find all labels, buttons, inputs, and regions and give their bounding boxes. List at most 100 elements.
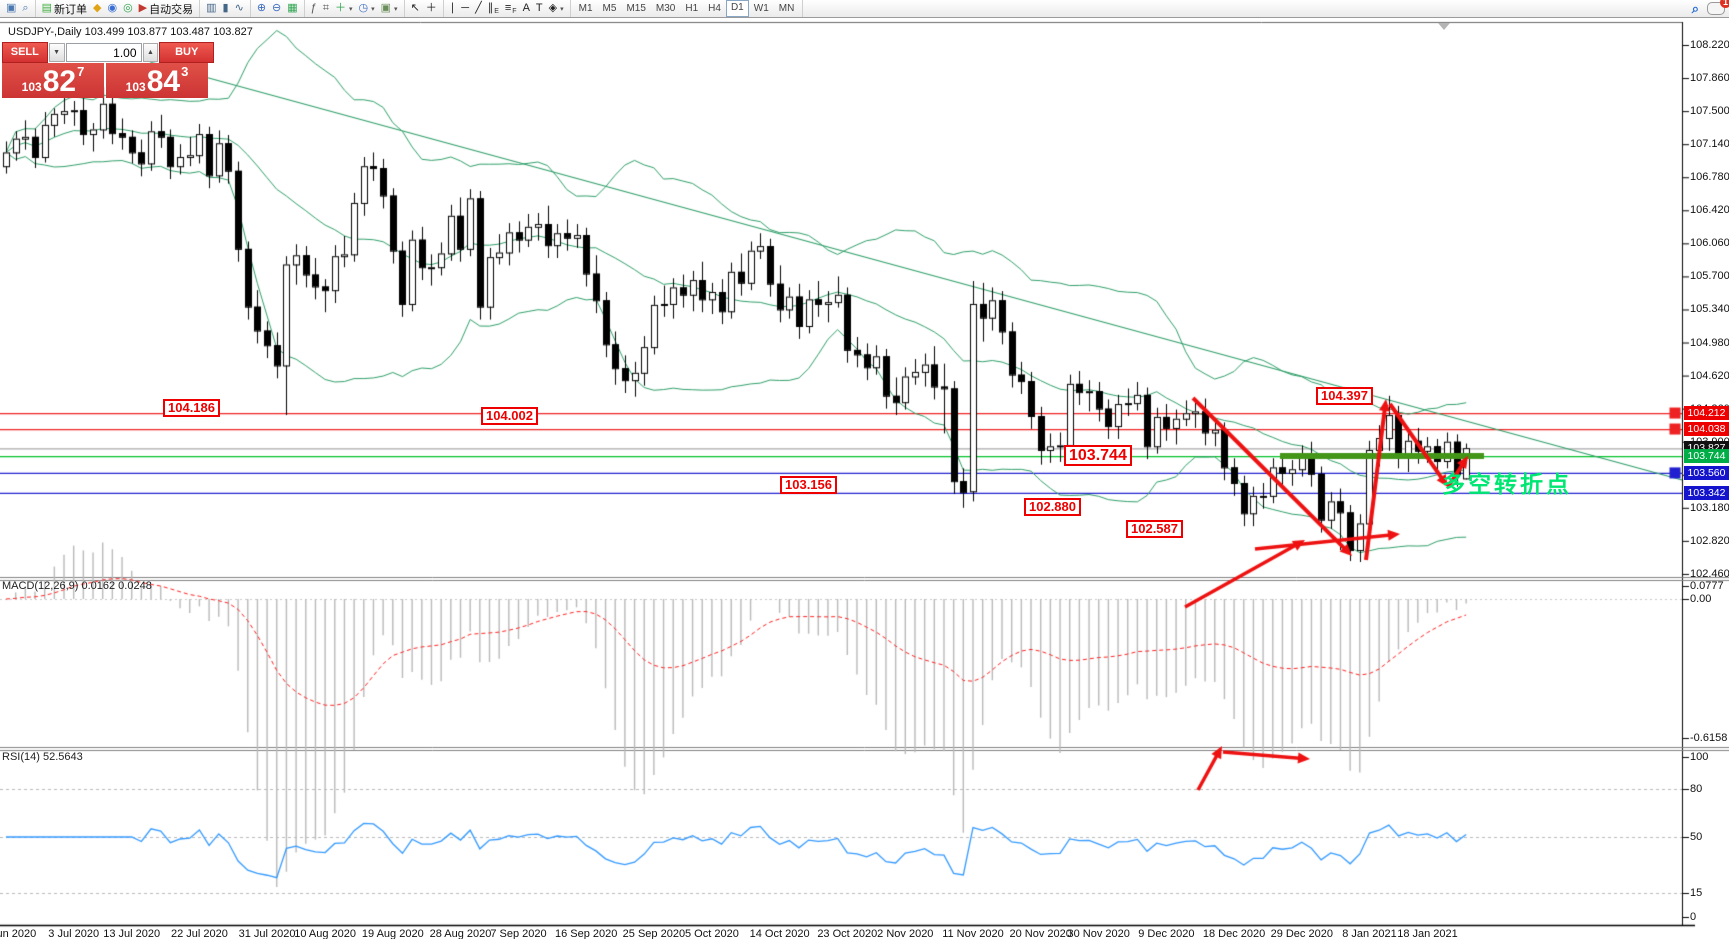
- periods-clock-icon-caret[interactable]: ▾: [371, 5, 375, 13]
- rsi-axis-label: 50: [1690, 831, 1703, 843]
- periods-clock-icon[interactable]: ◷ ▾: [356, 1, 378, 16]
- date-axis-label: 31 Jul 2020: [238, 928, 296, 939]
- volume-down-button[interactable]: ▼: [48, 43, 65, 62]
- fibonacci-icon: ≡: [504, 2, 512, 14]
- trade-group: ▤ 新订单 ◆ ◉ ◎ ▶ 自动交易: [36, 0, 201, 17]
- horizontal-line-icon: ─: [461, 2, 470, 14]
- scroll-to-end-icon[interactable]: [1438, 23, 1450, 30]
- price-axis-label: 107.860: [1690, 72, 1729, 85]
- cursor-icon[interactable]: ↖: [408, 1, 423, 16]
- timeframe-h1-button[interactable]: H1: [685, 3, 699, 14]
- text-icon[interactable]: A: [520, 1, 533, 16]
- alerts-icon[interactable]: ◆: [90, 1, 104, 16]
- cursor-group: ↖ ＋: [405, 0, 444, 17]
- indicator-window-icon[interactable]: ⌗: [320, 1, 332, 16]
- date-axis-label: 13 Jul 2020: [103, 928, 161, 939]
- one-click-trading-panel: SELL ▼ ▲ BUY 103 82 7 103 84 3: [2, 42, 214, 98]
- rsi-axis-label: 80: [1690, 783, 1703, 795]
- autotrade-button[interactable]: ▶ 自动交易: [136, 1, 196, 16]
- new-order-button[interactable]: ▤ 新订单: [39, 1, 90, 16]
- vertical-line-icon[interactable]: ∣: [447, 1, 459, 16]
- add-indicator-icon: ＋: [335, 2, 346, 14]
- tile-windows-icon[interactable]: ▦: [284, 1, 300, 16]
- timeframe-h4-button[interactable]: H4: [708, 3, 721, 14]
- buy-button[interactable]: BUY: [159, 42, 214, 63]
- price-annotation-104.397: 104.397: [1316, 387, 1373, 405]
- price-axis-label: 106.420: [1690, 204, 1729, 217]
- price-axis-label: 107.140: [1690, 138, 1729, 151]
- notification-badge: 1: [1719, 0, 1729, 8]
- text-label-icon[interactable]: T: [533, 1, 546, 16]
- date-axis-label: 23 Oct 2020: [817, 928, 878, 939]
- indicator-group: ƒ ⌗ ＋ ▾ ◷ ▾ ▣ ▾: [305, 0, 405, 17]
- date-axis-label: 11 Nov 2020: [942, 928, 1004, 939]
- notifications-icon[interactable]: 1: [1707, 0, 1729, 15]
- new-order-button: ▤: [41, 2, 52, 14]
- date-axis-label: 29 Dec 2020: [1270, 928, 1333, 939]
- price-axis-label: 105.340: [1690, 303, 1729, 316]
- line-chart-icon[interactable]: ∿: [232, 1, 247, 16]
- signals-icon[interactable]: ◎: [120, 1, 136, 16]
- price-annotation-102.880: 102.880: [1024, 498, 1081, 516]
- timeframe-m1-button[interactable]: M1: [578, 3, 593, 14]
- timeframe-m15-button[interactable]: M15: [626, 3, 646, 14]
- zoom-window-icon[interactable]: ⌕: [19, 1, 31, 16]
- templates-icon-caret[interactable]: ▾: [394, 5, 398, 13]
- date-axis-label: 7 Sep 2020: [490, 928, 547, 939]
- price-axis-label: 105.700: [1690, 270, 1729, 283]
- trendline-icon[interactable]: ╱: [472, 1, 485, 16]
- price-axis-label: 106.780: [1690, 171, 1729, 184]
- channel-icon-sub: E: [494, 7, 499, 15]
- price-tag-103.744: 103.744: [1684, 449, 1729, 464]
- templates-icon: ▣: [380, 2, 392, 14]
- price-annotation-103.744: 103.744: [1064, 445, 1132, 466]
- timeframe-m5-button[interactable]: M5: [602, 3, 617, 14]
- timeframe-w1-button[interactable]: W1: [753, 3, 769, 14]
- sell-price-handle: 103: [21, 80, 42, 94]
- volume-input[interactable]: [65, 43, 142, 62]
- macd-axis-label: 0.00: [1690, 593, 1712, 605]
- search-icon[interactable]: ⌕: [1691, 0, 1699, 16]
- macd-axis-label: 0.0777: [1690, 580, 1724, 592]
- zoom-out-icon[interactable]: ⊖: [269, 1, 284, 16]
- indicators-icon[interactable]: ƒ: [308, 1, 320, 16]
- price-axis-label: 104.980: [1690, 336, 1729, 349]
- buy-price-display[interactable]: 103 84 3: [106, 63, 208, 98]
- window-group: ▣ ⌕: [0, 0, 36, 17]
- horizontal-line-icon[interactable]: ─: [458, 1, 472, 16]
- crosshair-icon[interactable]: ＋: [423, 1, 440, 16]
- sell-button[interactable]: SELL: [2, 42, 48, 63]
- date-axis-label: 5 Oct 2020: [684, 928, 739, 939]
- bar-chart-icon[interactable]: ▥: [203, 1, 219, 16]
- shapes-icon-caret[interactable]: ▾: [560, 5, 564, 13]
- zoom-in-icon[interactable]: ⊕: [254, 1, 269, 16]
- timeframe-mn-button[interactable]: MN: [778, 3, 795, 14]
- sell-price-display[interactable]: 103 82 7: [2, 63, 104, 98]
- signals-icon: ◎: [123, 2, 133, 14]
- channel-icon[interactable]: ∥ E: [485, 1, 502, 16]
- volume-up-button[interactable]: ▲: [142, 43, 159, 62]
- timeframe-m30-button[interactable]: M30: [655, 3, 676, 14]
- date-axis-label: 16 Sep 2020: [554, 928, 618, 939]
- candle-chart-icon[interactable]: ▮: [220, 1, 232, 16]
- bull-bear-turning-point-note: 多空转折点: [1442, 471, 1572, 497]
- charts-window-icon: ▣: [6, 2, 17, 14]
- rsi-axis-label: 15: [1690, 887, 1703, 899]
- buy-price-main: 84: [146, 65, 181, 98]
- vertical-line-icon: ∣: [449, 2, 456, 14]
- shapes-icon[interactable]: ◈ ▾: [546, 1, 567, 16]
- market-icon[interactable]: ◉: [104, 1, 120, 16]
- add-indicator-icon-caret[interactable]: ▾: [349, 5, 353, 13]
- charts-window-icon[interactable]: ▣: [3, 1, 19, 16]
- templates-icon[interactable]: ▣ ▾: [378, 1, 401, 16]
- timeframe-d1-button[interactable]: D1: [725, 0, 749, 17]
- date-axis-label: 10 Aug 2020: [294, 928, 357, 939]
- add-indicator-icon[interactable]: ＋ ▾: [332, 1, 356, 16]
- candle-chart-icon: ▮: [222, 2, 229, 14]
- objects-group: ∣ ─ ╱ ∥ E ≡ F A T ◈ ▾: [444, 0, 571, 17]
- fibonacci-icon[interactable]: ≡ F: [502, 1, 520, 16]
- date-axis-label: 30 Nov 2020: [1067, 928, 1130, 939]
- price-tag-104.212: 104.212: [1684, 406, 1729, 421]
